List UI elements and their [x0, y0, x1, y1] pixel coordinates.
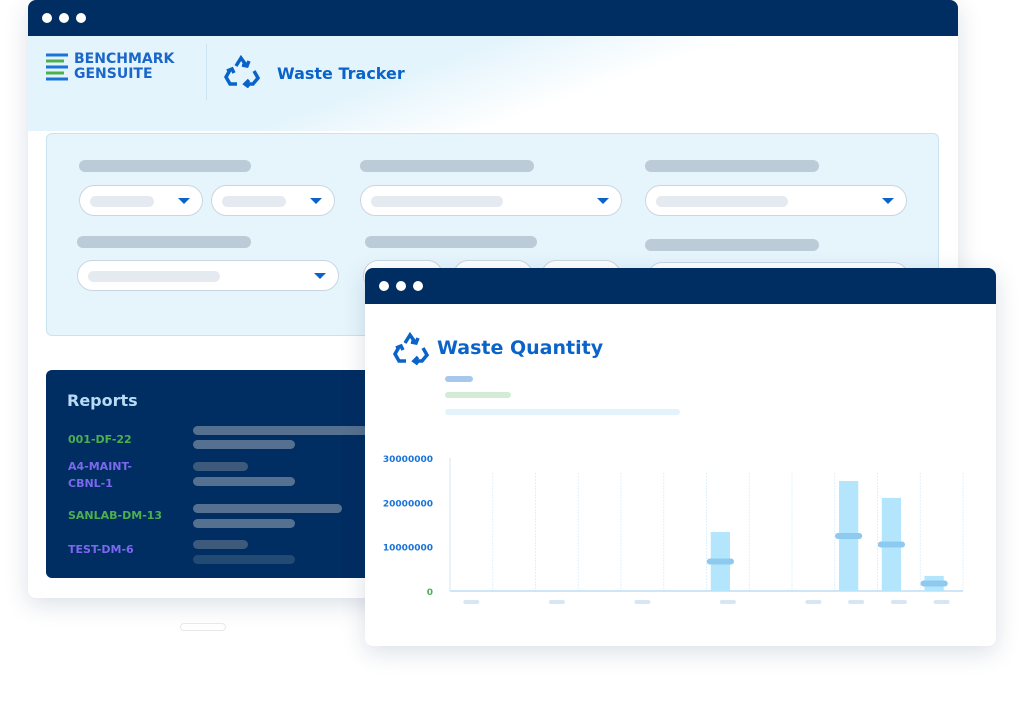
chevron-down-icon — [314, 273, 326, 279]
filter-select[interactable] — [211, 185, 335, 216]
report-link[interactable]: 001-DF-22 — [68, 433, 132, 446]
bar-label-placeholder — [706, 558, 735, 565]
chevron-down-icon — [597, 198, 609, 204]
reports-title: Reports — [67, 391, 138, 410]
chevron-down-icon — [178, 198, 190, 204]
x-tick-label-placeholder — [933, 600, 950, 604]
x-tick-label-placeholder — [890, 600, 907, 604]
recycle-icon — [393, 331, 429, 365]
logo-text: BENCHMARK — [74, 51, 175, 67]
y-tick-label: 20000000 — [383, 499, 433, 509]
report-link[interactable]: A4-MAINT-CBNL-1 — [68, 460, 132, 490]
y-tick-label: 30000000 — [383, 455, 433, 465]
y-tick-label: 0 — [427, 588, 433, 598]
chevron-down-icon — [310, 198, 322, 204]
benchmark-logo: BENCHMARK GENSUITE — [46, 52, 174, 82]
filter-panel — [46, 133, 939, 336]
reports-panel: Reports 001-DF-22 A4-MAINT-CBNL-1 SANLAB… — [46, 370, 376, 578]
window-dot[interactable] — [42, 13, 52, 23]
waste-quantity-window: Waste Quantity 0 10000000 20000000 30000000 — [365, 268, 996, 646]
y-tick-label: 10000000 — [383, 544, 433, 554]
bar-label-placeholder — [877, 541, 906, 548]
x-tick-label-placeholder — [719, 600, 736, 604]
x-tick-label-placeholder — [634, 600, 651, 604]
divider — [206, 44, 207, 100]
x-tick-label-placeholder — [848, 600, 865, 604]
app-title: Waste Tracker — [277, 64, 405, 83]
filter-select[interactable] — [77, 260, 339, 291]
x-tick-label-placeholder — [463, 600, 480, 604]
stand — [180, 623, 226, 631]
chart-title: Waste Quantity — [437, 337, 604, 359]
report-link[interactable]: SANLAB-DM-13 — [68, 509, 163, 522]
window-dot[interactable] — [413, 281, 423, 291]
window-dot[interactable] — [379, 281, 389, 291]
filter-select[interactable] — [360, 185, 622, 216]
bar-label-placeholder — [920, 580, 948, 587]
recycle-icon — [224, 54, 260, 88]
x-tick-label-placeholder — [805, 600, 822, 604]
header: BENCHMARK GENSUITE Waste Tracker — [28, 36, 958, 131]
title-bar — [365, 268, 996, 304]
waste-quantity-chart: 0 10000000 20000000 30000000 — [383, 455, 964, 604]
window-dot[interactable] — [76, 13, 86, 23]
chevron-down-icon — [882, 198, 894, 204]
report-link[interactable]: TEST-DM-6 — [68, 543, 134, 556]
logo-text: GENSUITE — [74, 66, 153, 82]
title-bar — [28, 0, 958, 36]
filter-select[interactable] — [645, 185, 907, 216]
window-dot[interactable] — [59, 13, 69, 23]
window-dot[interactable] — [396, 281, 406, 291]
filter-select[interactable] — [79, 185, 203, 216]
bar-label-placeholder — [835, 533, 863, 540]
x-tick-label-placeholder — [548, 600, 565, 604]
logo-icon — [46, 53, 68, 81]
